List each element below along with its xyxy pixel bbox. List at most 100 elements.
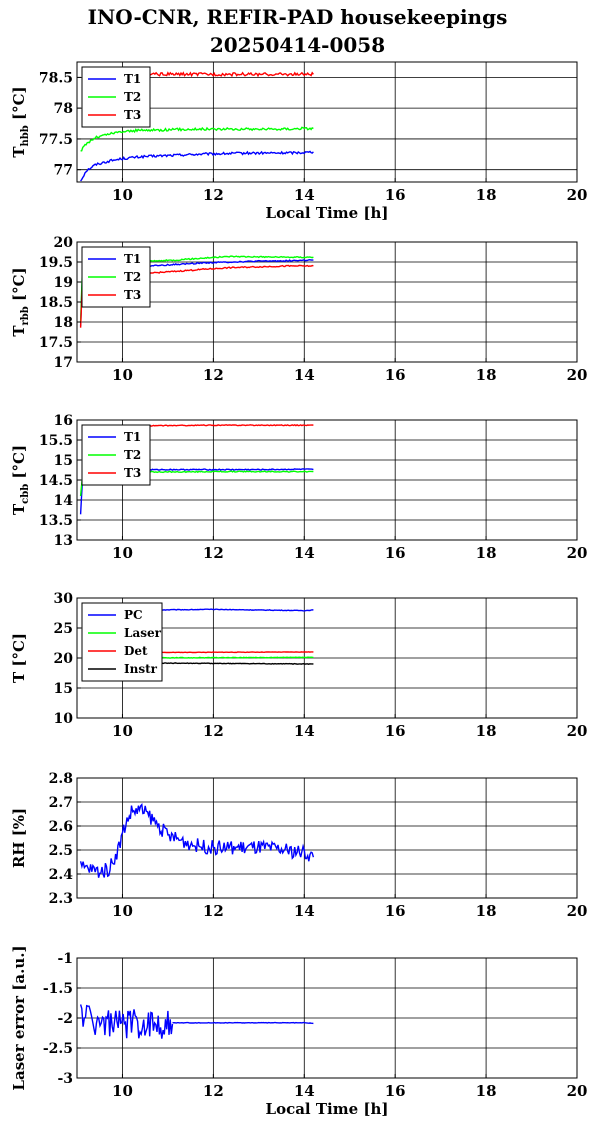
legend-label: Laser: [124, 626, 162, 640]
legend: T1 T2 T3: [81, 66, 151, 128]
x-axis-label: Local Time [h]: [266, 204, 389, 222]
x-tick-label: 20: [567, 186, 588, 204]
x-tick-label: 16: [385, 544, 406, 562]
legend-label: PC: [124, 608, 143, 622]
x-tick-label: 18: [476, 366, 497, 384]
figure-title: INO-CNR, REFIR-PAD housekeepings: [87, 5, 508, 29]
x-tick-label: 18: [476, 1082, 497, 1100]
legend-label: T1: [124, 252, 141, 266]
series-line-t2: [80, 126, 314, 152]
y-axis-label: Laser error [a.u.]: [10, 945, 28, 1090]
y-tick-label: 19: [54, 275, 73, 291]
y-tick-label: 2.4: [49, 867, 74, 883]
legend: PC Laser Det Instr: [81, 602, 163, 682]
y-tick-label: 77.5: [39, 132, 73, 148]
x-tick-label: 14: [294, 902, 315, 920]
x-tick-label: 14: [294, 186, 315, 204]
figure-subtitle: 20250414-0058: [209, 33, 386, 57]
y-axis-label: T [°C]: [10, 633, 28, 683]
y-tick-label: 13.5: [39, 513, 73, 529]
x-tick-label: 20: [567, 1082, 588, 1100]
y-tick-label: 15: [54, 681, 73, 697]
y-tick-label: 14.5: [39, 473, 73, 489]
legend-label: T1: [124, 72, 141, 86]
x-tick-label: 16: [385, 186, 406, 204]
panel-1: 10 12 14 16 18 20 77 77.5 78 78.5 Thbb [°C] Local T…: [10, 61, 588, 222]
y-tick-label: 18: [54, 315, 73, 331]
x-tick-label: 20: [567, 722, 588, 740]
x-tick-label: 12: [203, 1082, 224, 1100]
y-tick-label: -3: [57, 1071, 73, 1087]
legend-label: T3: [124, 466, 141, 480]
panel-5: 10 12 14 16 18 20 2.3 2.4 2.5 2.6 2.7 2.8 RH [%]: [10, 771, 587, 920]
y-tick-label: 20: [54, 235, 74, 251]
x-tick-label: 12: [203, 186, 224, 204]
y-tick-label: -1: [57, 951, 73, 967]
legend-label: Det: [124, 644, 148, 658]
x-tick-label: 10: [112, 544, 133, 562]
y-tick-label: 17: [54, 355, 73, 371]
legend: T1 T2 T3: [81, 424, 151, 486]
y-tick-label: 2.6: [49, 819, 73, 835]
y-tick-label: 19.5: [39, 255, 73, 271]
x-tick-label: 16: [385, 1082, 406, 1100]
y-axis-label: Trbb [°C]: [10, 267, 31, 336]
legend-label: T2: [124, 448, 141, 462]
y-tick-label: -2: [57, 1011, 73, 1027]
x-tick-label: 20: [567, 366, 588, 384]
legend-label: T3: [124, 288, 141, 302]
series-line: [79, 802, 315, 878]
x-tick-label: 14: [294, 544, 315, 562]
legend-label: Instr: [124, 662, 158, 676]
panel-2: 10 12 14 16 18 20 17 17.5 18 18.5 19 19.5 20 Trbb [°C…: [10, 235, 587, 384]
y-tick-label: -2.5: [43, 1041, 73, 1057]
y-tick-label: 13: [54, 533, 73, 549]
plot-frame: [76, 777, 578, 899]
panel-6: 10 12 14 16 18 20 -3 -2.5 -2 -1.5 -1 Laser error [a…: [10, 945, 587, 1118]
x-tick-label: 10: [112, 1082, 133, 1100]
x-tick-label: 14: [294, 1082, 315, 1100]
x-tick-label: 10: [112, 366, 133, 384]
y-tick-label: 16: [54, 413, 73, 429]
x-tick-label: 14: [294, 366, 315, 384]
x-tick-label: 18: [476, 902, 497, 920]
panel-3: 10 12 14 16 18 20 13 13.5 14 14.5 15 15.5 16 Tcbb [°C…: [10, 413, 587, 562]
legend-label: T2: [124, 270, 141, 284]
legend: T1 T2 T3: [81, 246, 151, 308]
x-tick-label: 10: [112, 186, 133, 204]
y-tick-label: 2.5: [49, 843, 73, 859]
y-tick-label: 77: [54, 163, 73, 179]
x-tick-label: 16: [385, 366, 406, 384]
y-tick-label: 25: [54, 621, 73, 637]
series-line: [172, 1021, 314, 1025]
x-tick-label: 12: [203, 722, 224, 740]
y-tick-label: 17.5: [39, 335, 73, 351]
series-line: [79, 1004, 174, 1039]
y-tick-label: 18.5: [39, 295, 73, 311]
y-tick-label: 2.3: [49, 891, 73, 907]
x-tick-label: 14: [294, 722, 315, 740]
x-tick-label: 18: [476, 722, 497, 740]
y-axis-label: Tcbb [°C]: [10, 445, 31, 515]
legend-label: T1: [124, 430, 141, 444]
x-tick-label: 18: [476, 186, 497, 204]
panel-4: 10 12 14 16 18 20 10 15 20 25 30 T [°C] PC Laser Det In…: [10, 591, 587, 740]
y-tick-label: 15: [54, 453, 73, 469]
y-tick-label: 2.7: [49, 795, 73, 811]
legend-box: [81, 602, 163, 682]
x-tick-label: 20: [567, 544, 588, 562]
y-tick-label: 30: [54, 591, 74, 607]
x-tick-label: 12: [203, 544, 224, 562]
y-tick-label: 2.8: [49, 771, 73, 787]
y-axis-label: RH [%]: [10, 808, 28, 868]
x-tick-label: 10: [112, 902, 133, 920]
x-tick-label: 10: [112, 722, 133, 740]
x-axis-label: Local Time [h]: [266, 1100, 389, 1118]
y-tick-label: 15.5: [39, 433, 73, 449]
x-tick-label: 12: [203, 366, 224, 384]
legend-label: T2: [124, 90, 141, 104]
x-tick-label: 18: [476, 544, 497, 562]
x-tick-label: 16: [385, 722, 406, 740]
y-tick-label: 78: [54, 101, 73, 117]
